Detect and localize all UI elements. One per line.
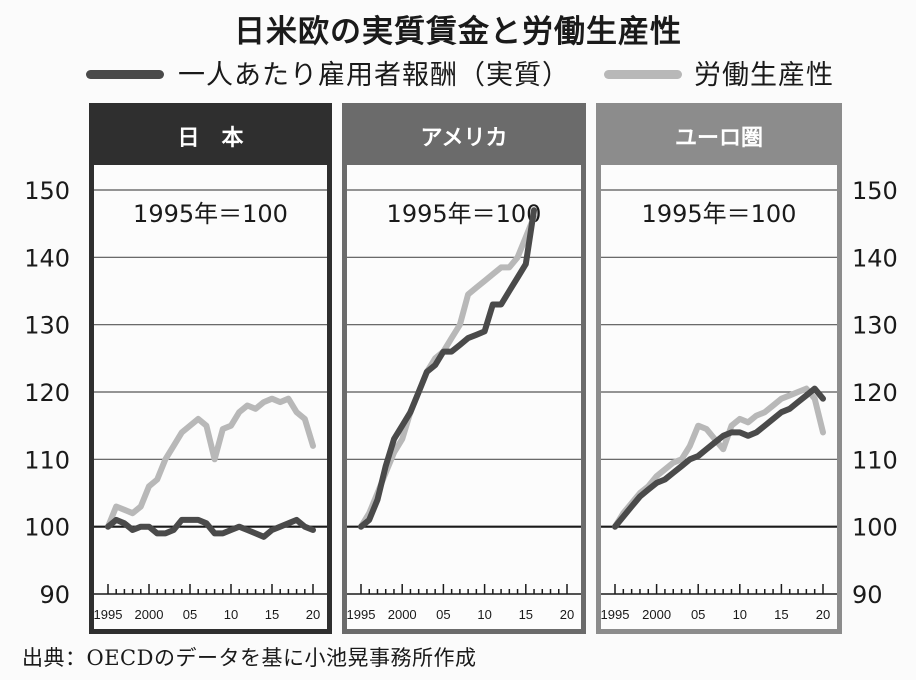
y-tick-label-right: 120 — [852, 379, 898, 407]
chart-title: 日米欧の実質賃金と労働生産性 — [234, 14, 682, 50]
series-line-wage — [358, 207, 537, 530]
x-tick-label: 1995 — [94, 607, 123, 622]
x-tick-label: 15 — [519, 607, 533, 622]
x-tick-label: 10 — [477, 607, 491, 622]
y-tick-label-left: 130 — [24, 312, 70, 340]
legend-swatch-wage — [86, 70, 164, 79]
panel-plot-area — [94, 165, 327, 629]
panel-title: 日 本 — [177, 126, 243, 151]
y-tick-label-left: 110 — [24, 446, 70, 474]
y-tick-label-left: 150 — [24, 177, 70, 205]
panel-note-index-base: 1995年＝100 — [642, 200, 797, 228]
chart-panel-2: ユーロ圏 1995 2000 05 10 15 20 1995年＝100 — [596, 103, 842, 634]
y-tick-label-right: 150 — [852, 177, 898, 205]
x-tick-label: 2000 — [642, 607, 671, 622]
x-tick-label: 15 — [265, 607, 279, 622]
panel-plot-area — [347, 165, 581, 629]
y-tick-label-left: 100 — [24, 514, 70, 542]
x-tick-label: 20 — [816, 607, 830, 622]
y-tick-label-left: 90 — [39, 581, 70, 609]
x-tick-label: 1995 — [601, 607, 630, 622]
series-line-productivity — [612, 385, 826, 530]
x-tick-label: 10 — [733, 607, 747, 622]
y-tick-label-left: 140 — [24, 244, 70, 272]
panel-plot-area — [601, 165, 837, 629]
y-tick-label-right: 130 — [852, 312, 898, 340]
series-line-productivity — [105, 395, 316, 530]
series-line-wage — [612, 385, 826, 530]
x-tick-label: 05 — [436, 607, 450, 622]
panel-note-index-base: 1995年＝100 — [133, 200, 288, 228]
x-tick-label: 05 — [183, 607, 197, 622]
y-tick-label-right: 90 — [852, 581, 883, 609]
panel-title: アメリカ — [421, 126, 508, 151]
legend-label-productivity: 労働生産性 — [694, 60, 834, 91]
x-tick-label: 1995 — [347, 607, 376, 622]
panel-note-index-base: 1995年＝100 — [387, 200, 542, 228]
y-tick-label-right: 110 — [852, 446, 898, 474]
x-tick-label: 2000 — [135, 607, 164, 622]
x-tick-label: 20 — [560, 607, 574, 622]
x-tick-label: 20 — [306, 607, 320, 622]
y-tick-label-right: 100 — [852, 514, 898, 542]
x-tick-label: 2000 — [388, 607, 417, 622]
source-note: 出典：OECDのデータを基に小池晃事務所作成 — [22, 646, 477, 670]
chart-area: 150 150 140 140 130 130 120 120 110 110 100 100 90 90… — [24, 103, 898, 634]
y-tick-label-right: 140 — [852, 244, 898, 272]
series-line-wage — [105, 516, 316, 540]
panel-title: ユーロ圏 — [675, 126, 763, 151]
chart-panel-0: 日 本 1995 2000 05 10 15 20 1995年＝100 — [89, 103, 332, 634]
legend-label-wage: 一人あたり雇用者報酬（実質） — [178, 60, 570, 91]
x-tick-label: 10 — [224, 607, 238, 622]
x-tick-label: 15 — [774, 607, 788, 622]
x-tick-label: 05 — [691, 607, 705, 622]
chart-panel-1: アメリカ 1995 2000 05 10 15 20 1995年＝100 — [342, 103, 586, 634]
legend-swatch-productivity — [604, 70, 682, 79]
y-tick-label-left: 120 — [24, 379, 70, 407]
